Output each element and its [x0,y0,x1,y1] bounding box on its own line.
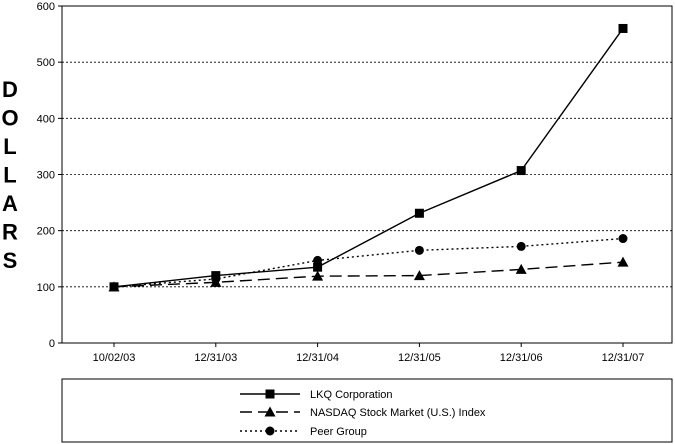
legend: LKQ Corporation NASDAQ Stock Market (U.S.… [61,378,673,443]
y-axis-label-letter: L [3,163,16,188]
y-axis-label-letter: D [2,77,18,102]
y-tick-label: 0 [49,338,55,350]
y-axis-label-letter: A [2,191,18,216]
x-tick-label: 12/31/07 [602,352,645,364]
data-point-lkq-corporation [313,262,323,272]
x-tick-label: 12/31/05 [398,352,441,364]
legend-swatch-marker [265,426,275,436]
y-tick-label: 200 [37,226,55,238]
y-axis-label-letter: L [3,134,16,159]
data-point-peer-group [109,282,119,292]
data-point-peer-group [618,234,628,244]
legend-swatch-marker [264,406,276,417]
legend-entry-label: LKQ Corporation [310,389,393,401]
data-point-peer-group [516,241,526,251]
data-point-nasdaq-stock-market-u-s-index [413,270,425,281]
y-axis-ticks: 0 100 200 300 400 500 600 [37,1,62,350]
y-tick-label: 500 [37,57,55,69]
legend-swatch-marker [265,389,275,399]
y-axis-label-letter: O [1,106,18,131]
legend-entry-label: Peer Group [310,426,367,438]
data-point-peer-group [414,245,424,255]
legend-entry-label: NASDAQ Stock Market (U.S.) Index [310,407,486,419]
data-point-lkq-corporation [414,208,424,218]
y-tick-label: 300 [37,170,55,182]
data-point-nasdaq-stock-market-u-s-index [617,256,629,267]
y-tick-label: 100 [37,282,55,294]
x-tick-label: 12/31/04 [296,352,339,364]
y-axis-label-letter: S [3,248,18,273]
data-point-peer-group [211,274,221,284]
x-tick-label: 10/02/03 [93,352,136,364]
data-point-lkq-corporation [618,23,628,33]
x-tick-label: 12/31/06 [500,352,543,364]
data-point-nasdaq-stock-market-u-s-index [515,263,527,274]
gridlines [62,61,672,288]
series-group [108,23,629,292]
x-axis-ticks: 10/02/03 12/31/03 12/31/04 12/31/05 12/31/06… [93,343,645,364]
y-tick-label: 400 [37,113,55,125]
series-line-nasdaq-stock-market-u-s-index [113,261,624,288]
y-tick-label: 600 [37,1,55,13]
y-axis-label-letter: R [2,220,18,245]
x-tick-label: 12/31/03 [194,352,237,364]
data-point-peer-group [313,255,323,265]
data-point-lkq-corporation [516,166,526,176]
legend-box [61,378,673,443]
series-line-lkq-corporation [113,28,624,288]
data-point-nasdaq-stock-market-u-s-index [312,270,324,281]
series-line-peer-group [113,237,624,288]
